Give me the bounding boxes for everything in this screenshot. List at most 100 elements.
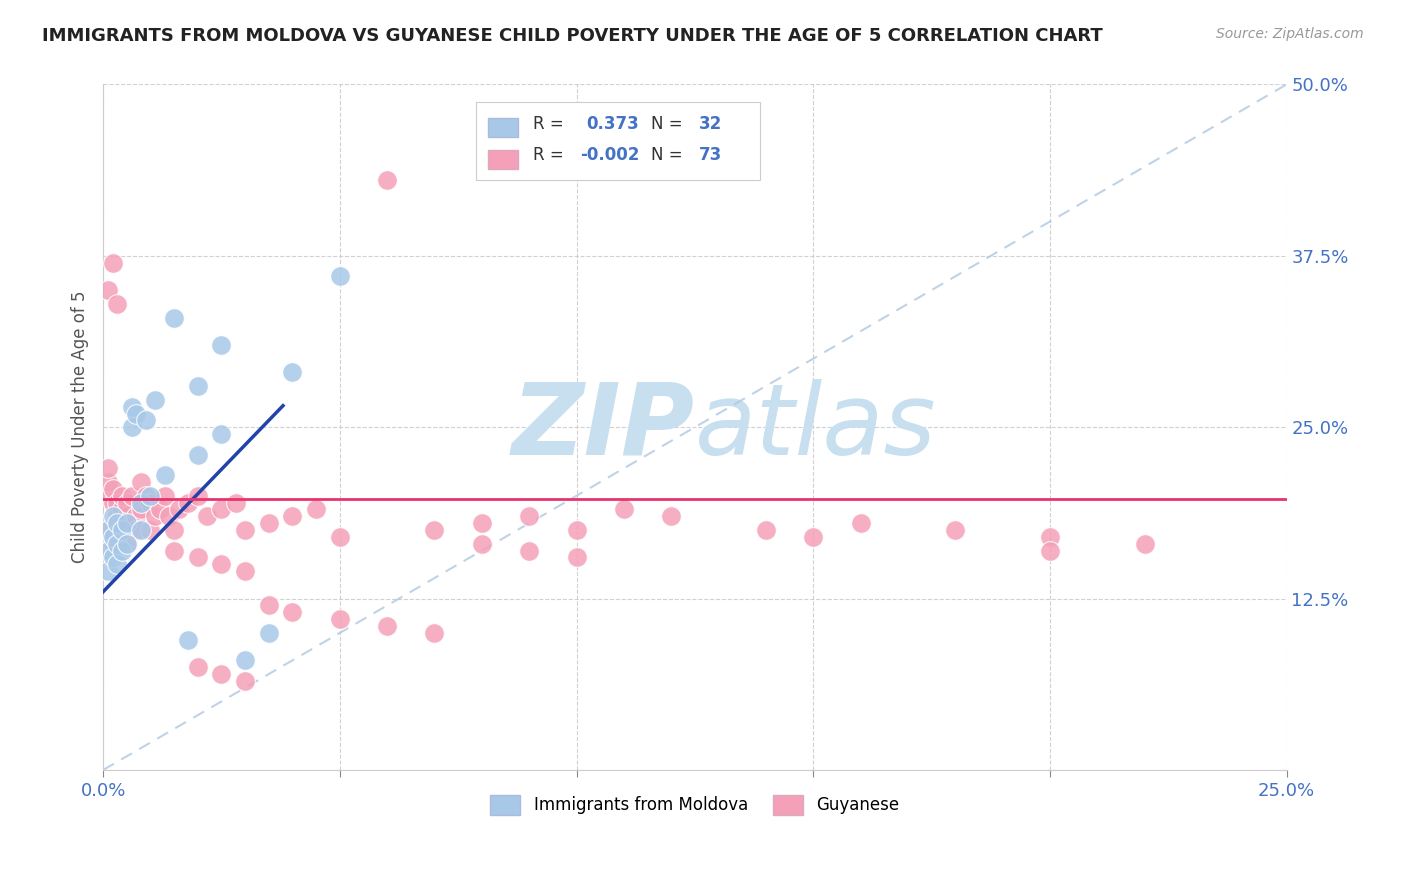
Point xyxy=(755,523,778,537)
Point xyxy=(135,413,157,427)
Point xyxy=(659,509,682,524)
Point xyxy=(211,502,233,516)
Point xyxy=(233,673,256,688)
Point xyxy=(143,392,166,407)
Point xyxy=(105,516,128,531)
Point xyxy=(139,489,162,503)
Point xyxy=(565,550,588,565)
Point xyxy=(1133,537,1156,551)
FancyBboxPatch shape xyxy=(488,118,517,137)
Point xyxy=(105,523,128,537)
Point xyxy=(565,523,588,537)
Point xyxy=(125,407,148,421)
Point xyxy=(329,612,352,626)
Point xyxy=(101,550,124,565)
Point xyxy=(139,495,162,509)
Point xyxy=(111,516,134,531)
Point xyxy=(115,537,138,551)
Point xyxy=(187,448,209,462)
Point xyxy=(517,543,540,558)
Text: 0.373: 0.373 xyxy=(586,114,638,133)
Point xyxy=(125,523,148,537)
Point xyxy=(115,516,138,531)
Point xyxy=(211,427,233,442)
Point xyxy=(1039,530,1062,544)
Point xyxy=(111,489,134,503)
Point xyxy=(115,495,138,509)
Point xyxy=(129,523,152,537)
Point xyxy=(153,468,176,483)
Point xyxy=(121,400,143,414)
Point xyxy=(613,502,636,516)
Y-axis label: Child Poverty Under the Age of 5: Child Poverty Under the Age of 5 xyxy=(72,291,89,564)
Point xyxy=(105,537,128,551)
Text: Source: ZipAtlas.com: Source: ZipAtlas.com xyxy=(1216,27,1364,41)
Point xyxy=(97,475,120,489)
Point xyxy=(257,599,280,613)
Point xyxy=(129,502,152,516)
Point xyxy=(801,530,824,544)
Point xyxy=(111,523,134,537)
Point xyxy=(187,550,209,565)
Text: -0.002: -0.002 xyxy=(581,146,640,164)
Point xyxy=(129,495,152,509)
Point xyxy=(97,564,120,578)
Text: R =: R = xyxy=(533,146,568,164)
Point xyxy=(101,530,124,544)
Point xyxy=(105,297,128,311)
Point xyxy=(157,509,180,524)
Point xyxy=(233,564,256,578)
Point xyxy=(163,523,186,537)
Point xyxy=(115,509,138,524)
Point xyxy=(281,509,304,524)
Point xyxy=(135,489,157,503)
Point xyxy=(143,509,166,524)
Point xyxy=(329,269,352,284)
Point xyxy=(305,502,328,516)
Point xyxy=(517,509,540,524)
Text: N =: N = xyxy=(651,146,688,164)
Point xyxy=(121,489,143,503)
Point xyxy=(121,420,143,434)
Point xyxy=(167,502,190,516)
Point xyxy=(125,509,148,524)
Point xyxy=(153,489,176,503)
Point xyxy=(257,516,280,531)
Point xyxy=(129,475,152,489)
Point xyxy=(211,667,233,681)
Text: N =: N = xyxy=(651,114,688,133)
Point xyxy=(233,523,256,537)
Point xyxy=(423,523,446,537)
Point xyxy=(233,653,256,667)
Point xyxy=(375,619,398,633)
Point xyxy=(187,379,209,393)
Legend: Immigrants from Moldova, Guyanese: Immigrants from Moldova, Guyanese xyxy=(482,787,908,823)
Point xyxy=(471,537,494,551)
Point xyxy=(1039,543,1062,558)
Point xyxy=(211,558,233,572)
Point xyxy=(111,502,134,516)
Point xyxy=(115,537,138,551)
Point xyxy=(101,495,124,509)
Point xyxy=(195,509,218,524)
Point xyxy=(471,516,494,531)
Text: ZIP: ZIP xyxy=(512,379,695,475)
Point xyxy=(97,489,120,503)
Point xyxy=(849,516,872,531)
Point xyxy=(187,660,209,674)
Point xyxy=(121,516,143,531)
Point xyxy=(105,558,128,572)
Point xyxy=(375,173,398,187)
Point xyxy=(187,489,209,503)
Point xyxy=(163,543,186,558)
Point xyxy=(97,461,120,475)
Point xyxy=(97,543,120,558)
Point xyxy=(97,523,120,537)
Point xyxy=(97,523,120,537)
Point xyxy=(111,543,134,558)
Point xyxy=(105,495,128,509)
Point xyxy=(329,530,352,544)
Text: 32: 32 xyxy=(699,114,721,133)
FancyBboxPatch shape xyxy=(475,102,761,180)
Point xyxy=(149,502,172,516)
